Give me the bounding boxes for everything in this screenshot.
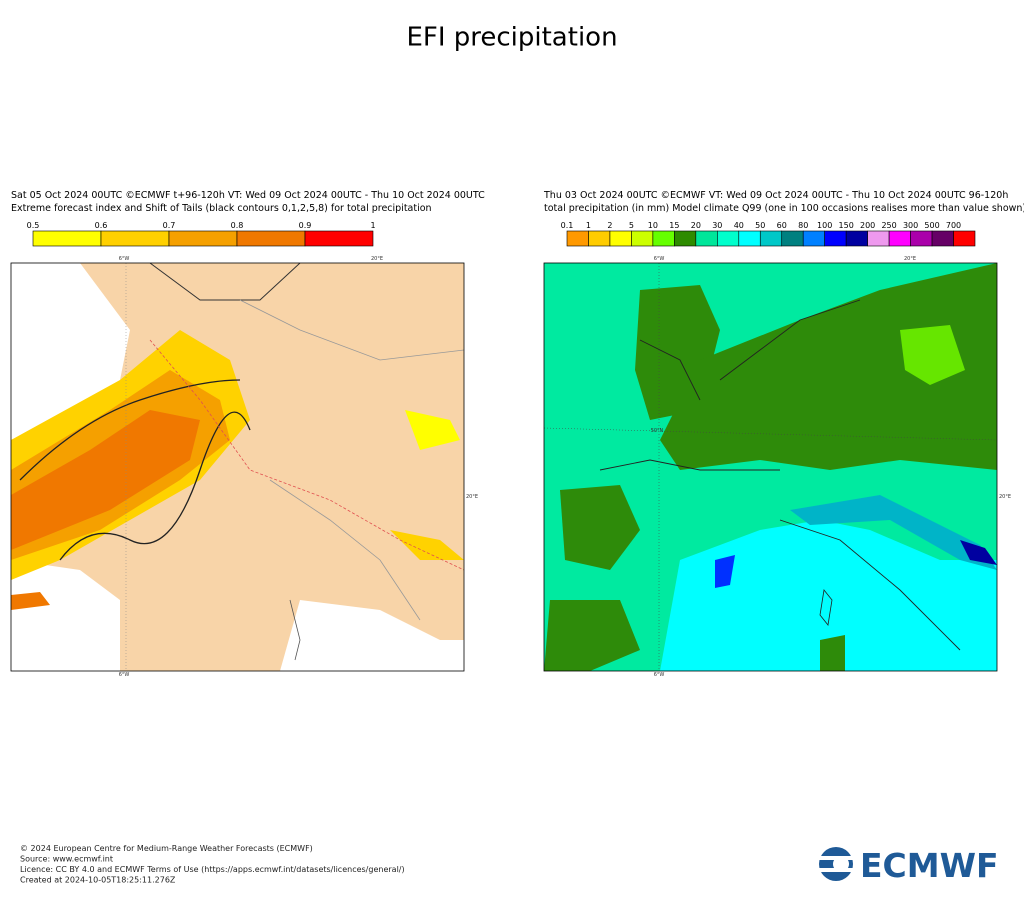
legend-label: 10 [648, 221, 658, 230]
legend-swatch [674, 230, 697, 247]
map-label: 20°E [371, 256, 383, 262]
legend-swatch [717, 230, 740, 247]
map-label: 6°W [654, 256, 665, 262]
map-label: 6°W [119, 256, 130, 262]
legend-swatch [781, 230, 804, 247]
footer-line: Licence: CC BY 4.0 and ECMWF Terms of Us… [20, 865, 405, 874]
legend-label: 0.5 [27, 221, 40, 230]
legend-label: 60 [777, 221, 787, 230]
legend-label: 150 [839, 221, 854, 230]
footer-line: © 2024 European Centre for Medium-Range … [20, 844, 313, 853]
footer-line: Source: www.ecmwf.int [20, 855, 113, 864]
panel-header: Thu 03 Oct 2024 00UTC ©ECMWF VT: Wed 09 … [543, 190, 1008, 201]
legend-label: 0.6 [95, 221, 108, 230]
legend-swatch [32, 230, 102, 247]
legend-label: 250 [881, 221, 896, 230]
legend-swatch [609, 230, 632, 247]
legend-label: 0.7 [163, 221, 176, 230]
legend-swatch [695, 230, 718, 247]
legend-swatch [910, 230, 933, 247]
legend-label: 40 [734, 221, 744, 230]
panel-header: Sat 05 Oct 2024 00UTC ©ECMWF t+96-120h V… [11, 190, 485, 201]
map-label: 20°E [904, 256, 916, 262]
legend-swatch [652, 230, 675, 247]
legend-swatch [888, 230, 911, 247]
efi-map [10, 262, 465, 672]
legend-label: 100 [817, 221, 832, 230]
legend-swatch [738, 230, 761, 247]
legend-label: 500 [924, 221, 939, 230]
legend-label: 0.1 [561, 221, 574, 230]
legend-label: 50 [755, 221, 765, 230]
legend-label: 2 [607, 221, 612, 230]
legend-label: 20 [691, 221, 701, 230]
map-label: 20°E [466, 494, 478, 500]
title: EFI precipitation [406, 23, 617, 53]
legend-label: 200 [860, 221, 875, 230]
panel-subheader: Extreme forecast index and Shift of Tail… [11, 203, 432, 214]
legend-label: 300 [903, 221, 918, 230]
legend-label: 1 [370, 221, 375, 230]
footer-line: Created at 2024-10-05T18:25:11.276Z [20, 876, 176, 885]
logo: ECMWF [814, 846, 999, 885]
map-label: 20°E [999, 494, 1011, 500]
legend-swatch [168, 230, 238, 247]
legend-swatch [845, 230, 868, 247]
legend-label: 5 [629, 221, 634, 230]
legend-label: 1 [586, 221, 591, 230]
legend-swatch [824, 230, 847, 247]
legend-swatch [100, 230, 170, 247]
legend-swatch [931, 230, 954, 247]
legend-swatch [566, 230, 589, 247]
map-label: 50°N [651, 428, 664, 434]
legend-swatch [867, 230, 890, 247]
legend-swatch [953, 230, 976, 247]
map-label: 6°W [654, 672, 665, 678]
legend-label: 700 [946, 221, 961, 230]
legend-swatch [631, 230, 654, 247]
legend-label: 0.9 [299, 221, 312, 230]
logo-text: ECMWF [860, 846, 999, 885]
legend-swatch [588, 230, 611, 247]
legend-label: 80 [798, 221, 808, 230]
legend-swatch [802, 230, 825, 247]
legend-label: 30 [712, 221, 722, 230]
legend-swatch [759, 230, 783, 247]
legend-label: 0.8 [231, 221, 244, 230]
map-label: 6°W [119, 672, 130, 678]
legend-swatch [236, 230, 306, 247]
legend-swatch [304, 230, 374, 247]
precip-map [543, 262, 998, 672]
panel-subheader: total precipitation (in mm) Model climat… [544, 203, 1024, 214]
legend-label: 15 [669, 221, 679, 230]
